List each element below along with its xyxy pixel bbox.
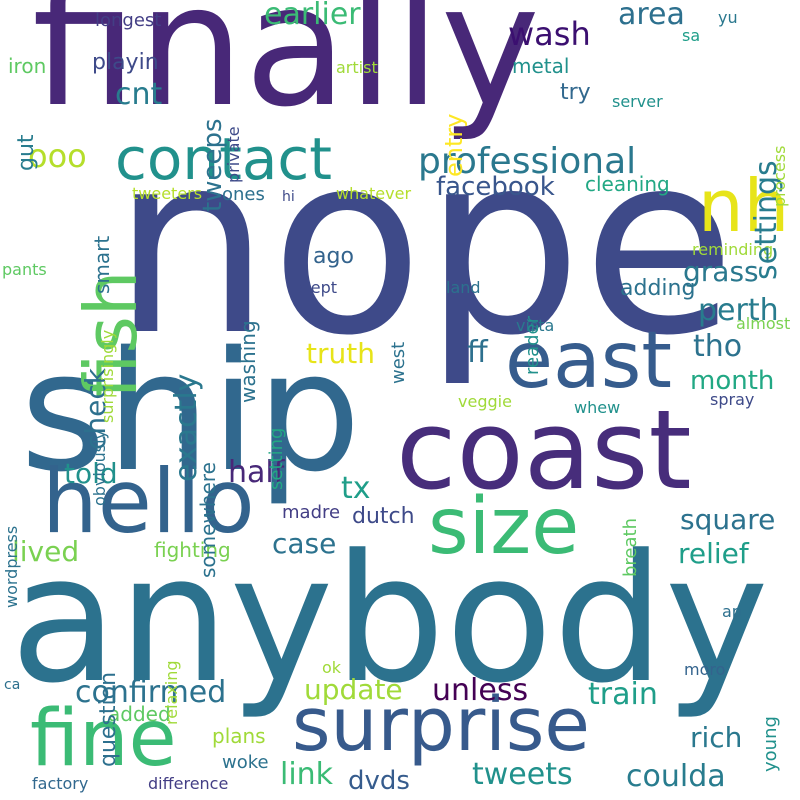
word-smart: smart [92,236,112,294]
word-whew: whew [574,400,620,416]
word-tho: tho [693,332,742,362]
word-area: area [618,0,685,30]
word-earlier: earlier [264,0,361,30]
word-relaxing: relaxing [164,660,180,725]
word-iron: iron [8,56,46,76]
word-ok: ok [322,660,341,676]
word-metal: metal [512,56,569,76]
word-difference: difference [148,776,228,792]
word-update: update [304,676,403,704]
word-ones: ones [222,186,265,204]
word-longest: longest [95,12,161,30]
word-playin: playin [92,52,159,74]
word-link: link [280,760,333,790]
word-tweeps: tweeps [200,118,226,212]
word-dvds: dvds [348,768,410,794]
word-somewhere: somewhere [198,462,218,578]
word-reader: reader [524,316,542,375]
word-cnt: cnt [115,80,162,110]
word-ago: ago [313,246,354,268]
word-whatever: whatever [336,186,411,202]
word-rich: rich [690,724,742,752]
word-wash: wash [508,18,591,50]
word-unless: unless [432,676,528,706]
word-breath: breath [622,518,640,577]
word-tx: tx [341,474,371,504]
word-pants: pants [2,262,47,278]
word-sa: sa [682,28,700,44]
word-square: square [680,506,775,534]
word-obviously: obviously [92,430,108,506]
word-west: west [390,342,408,384]
word-tweets: tweets [472,760,573,790]
word-gut: gut [16,134,38,171]
word-lived: lived [12,538,79,566]
word-facebook: facebook [436,174,555,200]
word-setting: setting [268,428,286,490]
word-land: land [446,280,481,296]
word-spray: spray [710,392,754,408]
word-yu: yu [718,10,738,26]
word-truth: truth [306,340,375,368]
word-moro: moro [684,662,725,678]
word-factory: factory [32,776,88,792]
word-artist: artist [336,60,378,76]
word-veggie: veggie [458,394,512,410]
word-try: try [560,82,591,104]
word-server: server [612,94,663,110]
word-ca: ca [4,678,20,692]
word-process: process [772,146,788,207]
word-adding: adding [620,278,695,300]
word-case: case [272,530,336,558]
word-private: private [226,126,242,183]
word-wordpress: wordpress [4,526,20,608]
word-cleaning: cleaning [585,174,670,194]
word-slept: slept [298,280,337,296]
word-plans: plans [212,726,266,746]
word-madre: madre [282,504,340,522]
word-hi: hi [282,190,295,204]
word-dutch: dutch [352,506,415,528]
word-entry: entry [442,114,466,177]
word-coulda: coulda [626,762,726,792]
word-train: train [588,680,658,710]
word-washing: washing [238,320,258,403]
word-woke: woke [222,754,269,772]
word-ff: ff [467,338,488,368]
word-question: question [98,672,120,767]
word-relief: relief [678,540,749,568]
word-almost: almost [736,316,790,332]
word-tweeters: tweeters [132,186,202,202]
word-size: size [428,488,579,566]
word-young: young [762,716,780,772]
word-ap: ap [722,604,742,620]
word-surprisingly: surprisingly [100,330,116,423]
